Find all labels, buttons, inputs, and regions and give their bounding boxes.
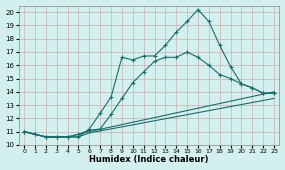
- X-axis label: Humidex (Indice chaleur): Humidex (Indice chaleur): [89, 155, 209, 164]
